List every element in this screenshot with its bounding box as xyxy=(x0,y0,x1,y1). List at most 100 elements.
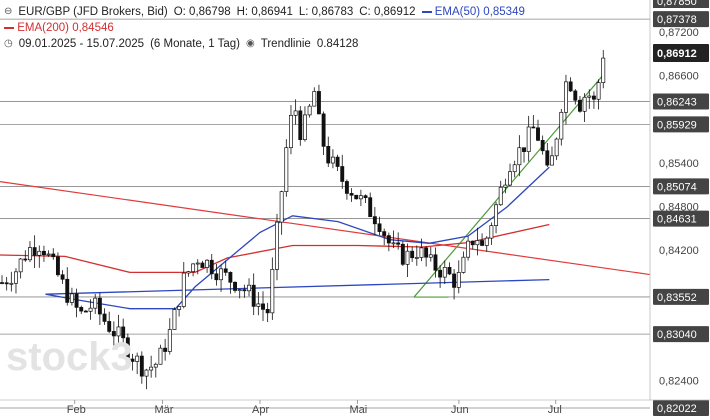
candle-body xyxy=(386,235,391,244)
candle-body xyxy=(601,57,606,83)
level-label-bg xyxy=(653,0,709,8)
candle-body xyxy=(97,297,102,315)
candle-body xyxy=(144,369,149,377)
candle-body xyxy=(475,240,480,246)
date-range: 09.01.2025 - 15.07.2025 xyxy=(18,38,145,50)
candle-body xyxy=(51,253,56,258)
candle-body xyxy=(111,331,116,337)
candle-body xyxy=(284,147,289,193)
ema200-value: 0,84546 xyxy=(72,22,114,34)
candle-body xyxy=(349,193,354,196)
x-tick-label: Jul xyxy=(548,404,562,416)
candle-body xyxy=(275,221,279,270)
candle-body xyxy=(195,262,200,265)
x-tick-label: Apr xyxy=(252,404,269,416)
candle-body xyxy=(4,282,9,285)
candle-body xyxy=(400,243,405,265)
candle-body xyxy=(330,156,335,164)
candle-body xyxy=(526,126,531,152)
candle-body xyxy=(321,113,326,147)
candle-body xyxy=(419,247,424,258)
candle-body xyxy=(456,272,461,288)
candle-body xyxy=(163,347,168,352)
candle-body xyxy=(447,267,452,275)
target-icon: ◉ xyxy=(246,38,255,49)
ema200-line[interactable] xyxy=(0,223,550,274)
level-label-bg xyxy=(653,93,709,110)
candle-body xyxy=(494,204,499,226)
candle-body xyxy=(587,95,592,98)
candle-body xyxy=(0,282,4,284)
candle-body xyxy=(135,355,140,362)
candle-body xyxy=(200,262,205,268)
candle-body xyxy=(265,309,270,314)
candle-body xyxy=(484,237,489,246)
candle-body xyxy=(326,146,331,164)
candle-body xyxy=(461,256,466,273)
y-tick-label: 0,82400 xyxy=(659,376,699,388)
candle-body xyxy=(428,254,433,258)
level-label: 0,83552 xyxy=(657,292,697,304)
candle-body xyxy=(344,181,349,194)
ema50-line[interactable] xyxy=(45,166,550,310)
candle-body xyxy=(279,191,284,223)
candle-body xyxy=(130,358,135,362)
candle-body xyxy=(9,282,14,285)
y-tick-label: 0,87200 xyxy=(659,27,699,39)
minus-icon[interactable]: ⊖ xyxy=(4,6,13,17)
level-label-bg xyxy=(653,400,709,416)
x-tick-label: Jun xyxy=(451,404,469,416)
candle-body xyxy=(14,271,18,284)
candle-body xyxy=(181,272,186,307)
candle-body xyxy=(363,195,368,199)
red-trendline[interactable] xyxy=(0,181,651,276)
low-value: L: 0,86783 xyxy=(298,6,354,18)
candle-body xyxy=(564,81,568,113)
candle-body xyxy=(65,278,70,303)
candle-body xyxy=(261,303,265,310)
candle-body xyxy=(205,259,210,268)
candle-body xyxy=(452,273,457,288)
candle-body xyxy=(303,114,307,141)
ema50-legend[interactable]: EMA(50) 0,85349 xyxy=(421,4,525,20)
level-label-bg xyxy=(653,288,709,305)
candle-body xyxy=(340,166,345,182)
candle-body xyxy=(410,250,415,259)
y-tick-label: 0,86600 xyxy=(659,71,699,83)
candle-body xyxy=(237,289,242,291)
candle-body xyxy=(79,307,84,312)
candle-body xyxy=(396,242,401,245)
candle-body xyxy=(214,273,219,281)
candle-body xyxy=(167,329,172,352)
candle-body xyxy=(414,257,419,259)
close-value: C: 0,86912 xyxy=(359,6,416,18)
candle-body xyxy=(368,197,373,217)
candle-body xyxy=(102,313,107,322)
candle-body xyxy=(177,306,182,310)
ema200-legend[interactable]: EMA(200) 0,84546 xyxy=(4,20,114,36)
level-label-bg xyxy=(653,210,709,227)
candle-body xyxy=(55,256,60,276)
current-price-bg xyxy=(653,43,709,62)
candle-body xyxy=(512,164,517,173)
candle-body xyxy=(37,250,42,256)
open-value: O: 0,86798 xyxy=(173,6,231,18)
candle-body xyxy=(289,114,293,149)
level-label: 0,85074 xyxy=(657,181,697,193)
level-label: 0,82022 xyxy=(657,403,697,415)
candle-body xyxy=(391,242,396,245)
candle-body xyxy=(573,90,578,101)
candle-body xyxy=(382,231,387,236)
trendline-value: 0.84128 xyxy=(316,38,359,50)
candle-body xyxy=(577,99,582,112)
candle-body xyxy=(354,194,359,200)
candle-body xyxy=(568,81,573,92)
ema50-label: EMA(50) xyxy=(434,6,481,18)
candle-body xyxy=(293,110,298,116)
candle-body xyxy=(508,171,512,186)
candle-body xyxy=(316,91,321,115)
candle-body xyxy=(121,326,126,339)
candle-body xyxy=(228,272,233,283)
ema50-value: 0,85349 xyxy=(483,6,525,18)
